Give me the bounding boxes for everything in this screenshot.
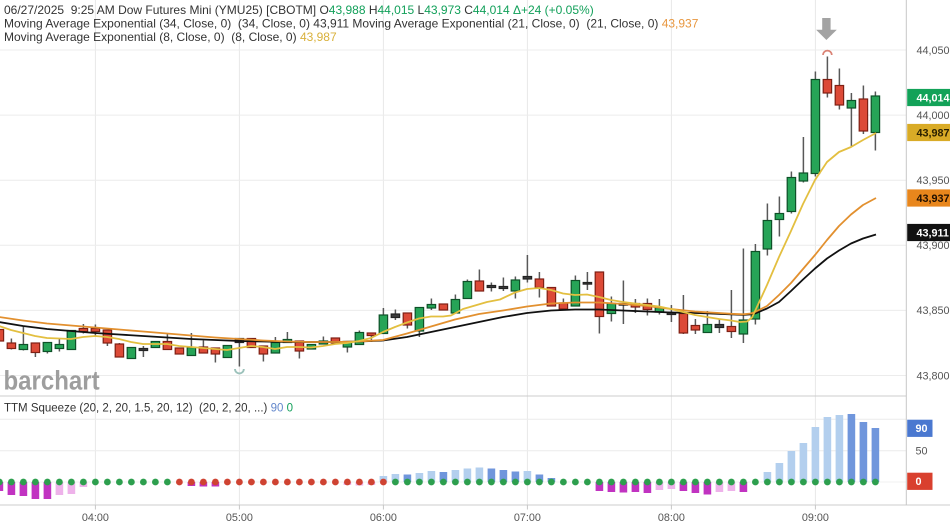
svg-text:04:00: 04:00	[82, 512, 109, 524]
svg-text:barchart: barchart	[4, 366, 101, 396]
svg-text:08:00: 08:00	[658, 512, 685, 524]
svg-text:06:00: 06:00	[370, 512, 397, 524]
svg-text:44,000: 44,000	[917, 110, 950, 122]
svg-text:07:00: 07:00	[514, 512, 541, 524]
svg-text:44,050: 44,050	[917, 45, 950, 57]
svg-text:05:00: 05:00	[226, 512, 253, 524]
svg-text:43,911: 43,911	[917, 227, 949, 239]
svg-text:90: 90	[916, 423, 928, 435]
svg-text:43,950: 43,950	[917, 175, 950, 187]
svg-text:50: 50	[916, 446, 928, 458]
svg-text:43,800: 43,800	[917, 370, 950, 382]
svg-text:06/27/2025 9:25 AM Dow Future: 06/27/2025 9:25 AM Dow Futures Mini (YMU…	[4, 3, 594, 17]
svg-text:43,850: 43,850	[917, 305, 950, 317]
svg-text:43,987: 43,987	[917, 127, 950, 139]
svg-text:TTM Squeeze (20, 2, 20, 1.5, 2: TTM Squeeze (20, 2, 20, 1.5, 20, 12) (20…	[4, 403, 293, 415]
svg-text:Moving Average Exponential (34: Moving Average Exponential (34, Close, 0…	[4, 17, 699, 31]
svg-text:0: 0	[916, 476, 922, 488]
svg-text:43,900: 43,900	[917, 240, 950, 252]
svg-text:Moving Average Exponential (8,: Moving Average Exponential (8, Close, 0)…	[4, 30, 337, 44]
svg-text:09:00: 09:00	[802, 512, 829, 524]
svg-text:44,014: 44,014	[917, 92, 950, 104]
svg-text:43,937: 43,937	[917, 193, 950, 205]
